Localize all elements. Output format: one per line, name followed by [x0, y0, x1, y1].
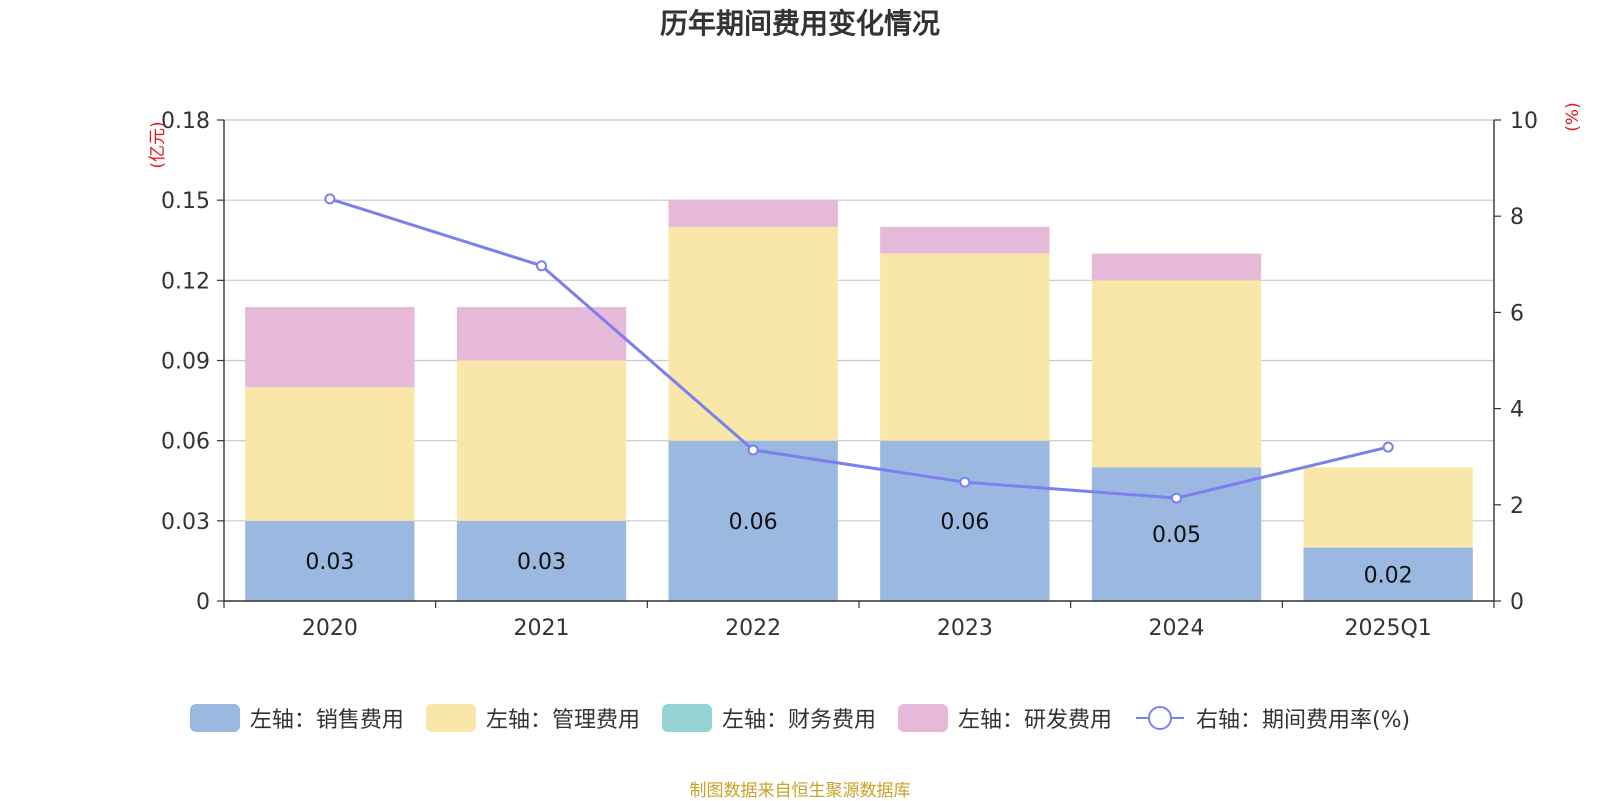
legend: 左轴：销售费用 左轴：管理费用 左轴：财务费用 左轴：研发费用 右轴：期间费用率(%) — [0, 702, 1600, 734]
left-axis-tick-label: 0.18 — [161, 109, 210, 134]
bar-value-label: 0.05 — [1152, 523, 1201, 548]
bar-segment — [668, 200, 838, 227]
legend-item[interactable]: 左轴：销售费用 — [189, 702, 404, 734]
bar-segment — [1303, 547, 1473, 601]
rate-point — [324, 193, 336, 205]
legend-swatch — [661, 704, 712, 732]
right-axis-tick-label: 4 — [1510, 398, 1524, 423]
left-axis-tick-label: 0.15 — [161, 189, 210, 214]
left-axis-tick-label: 0.06 — [161, 430, 210, 455]
bar-segment — [1303, 467, 1473, 548]
bar-segment — [456, 360, 627, 521]
legend-item[interactable]: 左轴：管理费用 — [425, 702, 640, 734]
bar-segment — [880, 440, 1050, 601]
legend-label: 左轴：管理费用 — [485, 708, 640, 733]
bar-value-label: 0.06 — [940, 510, 989, 535]
right-axis-tick-label: 10 — [1510, 109, 1538, 134]
bar-value-label: 0.02 — [1364, 563, 1413, 588]
gridlines — [224, 119, 1494, 522]
bar-segment — [1091, 467, 1262, 601]
legend-line-marker — [1135, 706, 1184, 730]
bar-segment — [1091, 280, 1262, 468]
right-axis-unit-label: (%) — [1563, 102, 1583, 131]
rate-point — [959, 476, 971, 488]
legend-swatch — [189, 704, 240, 732]
rate-point — [1382, 441, 1394, 453]
legend-item[interactable]: 右轴：期间费用率(%) — [1134, 702, 1410, 734]
bar-value-label: 0.06 — [729, 510, 778, 535]
data-labels: 0.03 0.03 0.06 0.06 0.05 0.02 — [305, 510, 1412, 588]
bar-segment — [245, 387, 415, 521]
left-axis-tick-label: 0.09 — [161, 350, 210, 375]
bar-value-label: 0.03 — [305, 550, 354, 575]
legend-swatch — [425, 704, 476, 732]
rate-line — [324, 193, 1394, 504]
bar-segment — [880, 226, 1050, 254]
left-axis-tick-label: 0.03 — [161, 510, 210, 535]
x-axis-category-label: 2023 — [937, 616, 993, 641]
legend-label: 左轴：研发费用 — [957, 708, 1112, 733]
legend-label: 左轴：销售费用 — [249, 708, 404, 733]
x-axis-category-label: 2024 — [1149, 616, 1205, 641]
bar-segment — [668, 226, 838, 441]
x-axis-category-label: 2022 — [725, 616, 781, 641]
rate-line-path — [329, 197, 1389, 500]
bar-segment — [245, 307, 415, 388]
bars — [245, 200, 1473, 601]
legend-label: 右轴：期间费用率(%) — [1195, 708, 1411, 733]
bar-segment — [668, 440, 838, 601]
bar-value-label: 0.03 — [517, 550, 566, 575]
right-axis-tick-label: 8 — [1510, 205, 1524, 230]
legend-item[interactable]: 左轴：研发费用 — [897, 702, 1112, 734]
axes: 0 0.03 0.06 0.09 0.12 0.15 0.18 0 2 4 6 8 10 (亿元) (%) 2… — [148, 102, 1583, 641]
rate-point — [1171, 492, 1182, 504]
bar-segment — [880, 253, 1050, 441]
rate-point — [747, 444, 759, 456]
rate-point — [536, 260, 547, 272]
legend-label: 左轴：财务费用 — [721, 708, 876, 733]
chart-title: 历年期间费用变化情况 — [659, 7, 940, 40]
x-axis-category-label: 2021 — [514, 616, 570, 641]
bar-segment — [245, 520, 415, 601]
left-axis-tick-label: 0 — [196, 590, 210, 615]
legend-swatch — [897, 704, 948, 732]
bar-segment — [1091, 253, 1262, 281]
x-axis-category-label: 2020 — [302, 616, 358, 641]
x-axis-category-label: 2025Q1 — [1345, 616, 1432, 641]
bar-segment — [456, 307, 627, 361]
legend-item[interactable]: 左轴：财务费用 — [661, 702, 876, 734]
left-axis-unit-label: (亿元) — [148, 121, 168, 168]
bar-segment — [456, 520, 627, 601]
left-axis-tick-label: 0.12 — [161, 269, 210, 294]
right-axis-tick-label: 2 — [1510, 494, 1524, 519]
data-source-note: 制图数据来自恒生聚源数据库 — [689, 781, 911, 801]
right-axis-tick-label: 0 — [1510, 590, 1524, 615]
right-axis-tick-label: 6 — [1510, 301, 1524, 326]
